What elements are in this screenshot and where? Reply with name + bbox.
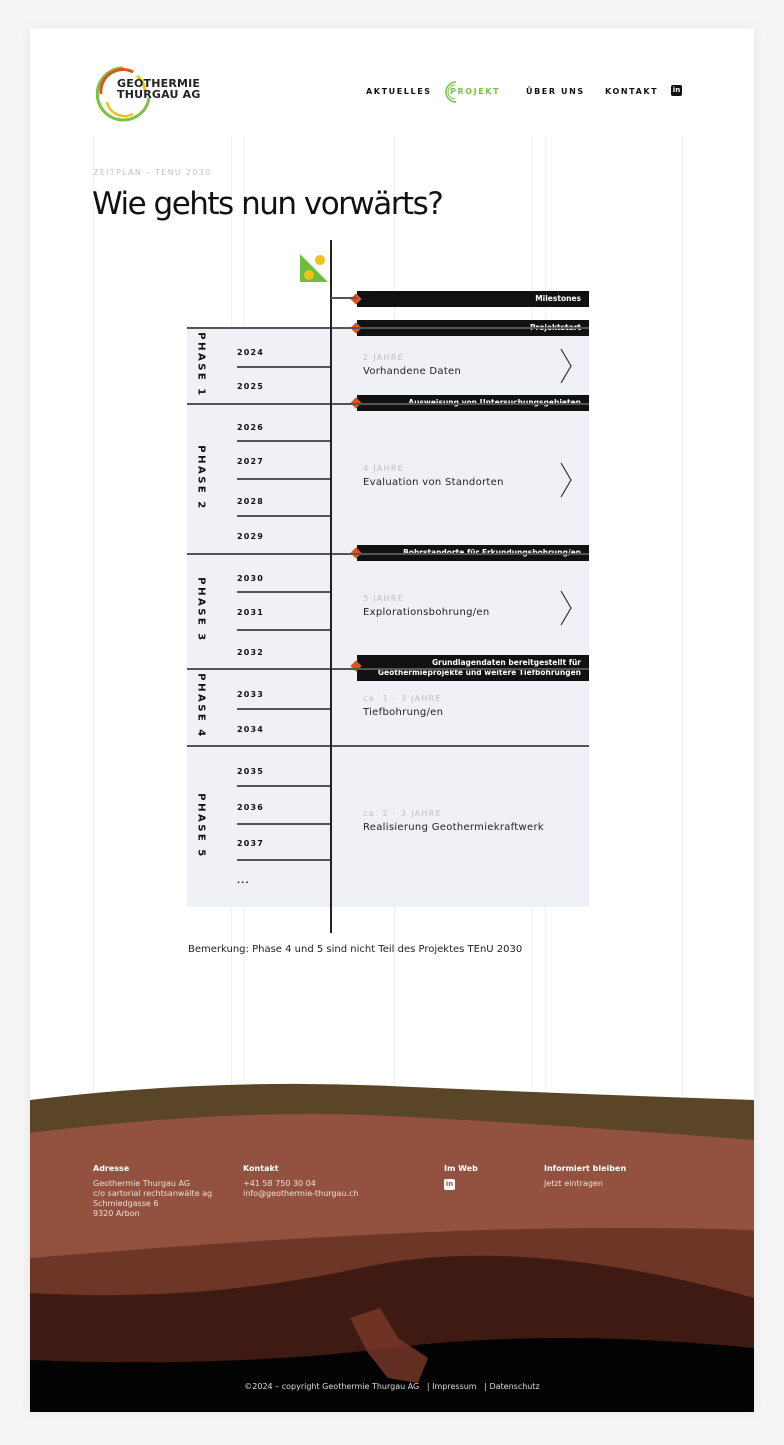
year-label: 2027 bbox=[237, 457, 265, 466]
phase-label: PHASE 2 bbox=[195, 445, 207, 511]
phase-label: PHASE 1 bbox=[195, 332, 207, 398]
nav-projekt[interactable]: PROJEKT bbox=[450, 87, 501, 96]
phase-activity: Vorhandene Daten bbox=[363, 366, 462, 377]
footer-heading: Informiert bleiben bbox=[544, 1164, 627, 1173]
chevron-right-icon[interactable] bbox=[560, 348, 572, 388]
phase-activity: Explorationsbohrung/en bbox=[363, 607, 490, 618]
active-swirl-icon bbox=[445, 81, 457, 103]
year-label: 2026 bbox=[237, 423, 265, 432]
year-label: 2031 bbox=[237, 608, 265, 617]
logo-line2: THURGAU AG bbox=[117, 88, 201, 101]
phase-activity: Evaluation von Standorten bbox=[363, 477, 504, 488]
phase-label: PHASE 3 bbox=[195, 577, 207, 643]
nav-ueber-uns[interactable]: ÜBER UNS bbox=[526, 87, 585, 96]
phase-divider bbox=[187, 327, 589, 329]
year-label: 2028 bbox=[237, 497, 265, 506]
impressum-link[interactable]: | Impressum bbox=[426, 1382, 477, 1391]
year-label: ... bbox=[237, 876, 250, 885]
year-separator bbox=[237, 785, 331, 787]
year-label: 2032 bbox=[237, 648, 265, 657]
phase-divider bbox=[187, 745, 589, 747]
linkedin-icon[interactable]: in bbox=[671, 85, 682, 96]
phase-divider bbox=[187, 553, 589, 555]
phase-duration: ca. 2 - 3 JAHRE bbox=[363, 809, 442, 818]
nav-aktuelles[interactable]: AKTUELLES bbox=[366, 87, 432, 96]
year-label: 2025 bbox=[237, 382, 265, 391]
footer-heading: Im Web bbox=[444, 1164, 478, 1173]
footer-bottom: ©2024 – copyright Geothermie Thurgau AG … bbox=[30, 1382, 754, 1391]
footer-heading: Adresse bbox=[93, 1164, 130, 1173]
year-label: 2033 bbox=[237, 690, 265, 699]
newsletter-link[interactable]: Jetzt eintragen bbox=[544, 1179, 603, 1188]
grid-line bbox=[93, 136, 94, 1096]
year-separator bbox=[237, 629, 331, 631]
year-separator bbox=[237, 440, 331, 442]
footer-text: +41 58 750 30 04 info@geothermie-thurgau… bbox=[243, 1179, 359, 1198]
year-separator bbox=[237, 823, 331, 825]
phase-label: PHASE 4 bbox=[195, 673, 207, 739]
logo-text[interactable]: GEOTHERMIE THURGAU AG bbox=[117, 78, 201, 100]
milestone-label: Milestones bbox=[357, 291, 589, 307]
year-separator bbox=[237, 859, 331, 861]
year-label: 2024 bbox=[237, 348, 265, 357]
phase-activity: Tiefbohrung/en bbox=[363, 707, 444, 718]
timeline-note: Bemerkung: Phase 4 und 5 sind nicht Teil… bbox=[188, 944, 523, 955]
year-separator bbox=[237, 515, 331, 517]
timeline-axis bbox=[330, 240, 332, 933]
footer-linkedin-icon[interactable]: in bbox=[444, 1179, 455, 1190]
chevron-right-icon[interactable] bbox=[560, 462, 572, 502]
phase-activity: Realisierung Geothermiekraftwerk bbox=[363, 822, 544, 833]
year-label: 2034 bbox=[237, 725, 265, 734]
chevron-right-icon[interactable] bbox=[560, 590, 572, 630]
footer-waves bbox=[30, 1083, 754, 1412]
nav-kontakt[interactable]: KONTAKT bbox=[605, 87, 659, 96]
footer-text: Geothermie Thurgau AG c/o sartorial rech… bbox=[93, 1179, 213, 1218]
year-label: 2035 bbox=[237, 767, 265, 776]
grid-line bbox=[682, 136, 683, 1096]
footer-heading: Kontakt bbox=[243, 1164, 279, 1173]
page-title: Wie gehts nun vorwärts? bbox=[92, 186, 444, 222]
year-separator bbox=[237, 366, 331, 368]
thurgau-map-icon bbox=[350, 1308, 428, 1383]
year-separator bbox=[237, 591, 331, 593]
page-card: GEOTHERMIE THURGAU AG AKTUELLES PROJEKT Ü… bbox=[30, 28, 754, 1412]
logo-icon[interactable] bbox=[93, 64, 153, 124]
year-label: 2036 bbox=[237, 803, 265, 812]
milestone-connector bbox=[331, 297, 357, 299]
phase-divider bbox=[187, 668, 589, 670]
year-separator bbox=[237, 478, 331, 480]
year-label: 2029 bbox=[237, 532, 265, 541]
timeline-panel bbox=[187, 327, 589, 907]
thurgau-flag-icon bbox=[300, 250, 328, 282]
phase-divider bbox=[187, 403, 589, 405]
year-label: 2037 bbox=[237, 839, 265, 848]
phase-duration: 4 JAHRE bbox=[363, 464, 405, 473]
phase-label: PHASE 5 bbox=[195, 793, 207, 859]
year-separator bbox=[237, 708, 331, 710]
phase-duration: ca. 1 - 3 JAHRE bbox=[363, 694, 442, 703]
year-label: 2030 bbox=[237, 574, 265, 583]
copyright-text: ©2024 – copyright Geothermie Thurgau AG bbox=[244, 1382, 420, 1391]
phase-duration: 2 JAHRE bbox=[363, 353, 405, 362]
logo-line1: GEOTHERMIE bbox=[117, 77, 201, 90]
eyebrow: ZEITPLAN – TENU 2030 bbox=[93, 168, 212, 177]
phase-duration: 3 JAHRE bbox=[363, 594, 405, 603]
datenschutz-link[interactable]: | Datenschutz bbox=[484, 1382, 540, 1391]
